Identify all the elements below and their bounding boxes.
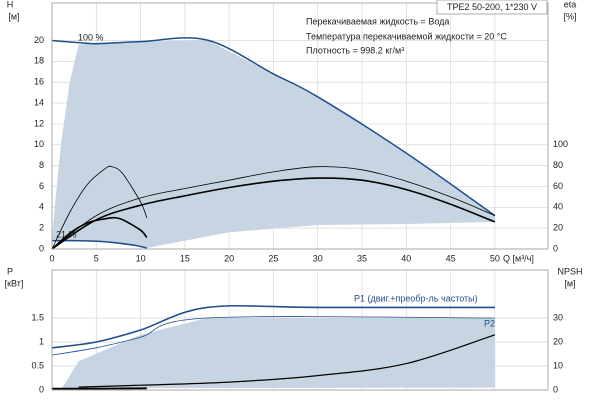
annotation: 100 %	[78, 32, 104, 42]
curve	[78, 334, 496, 388]
operating-area	[60, 318, 495, 390]
series-label: P2	[484, 318, 495, 328]
curve	[51, 177, 496, 250]
y-tick-label: 10	[34, 139, 44, 149]
y-tick-label: 1.5	[31, 312, 44, 322]
chart-title: TPE2 50-200, 1*230 V	[447, 2, 537, 12]
curve	[51, 239, 147, 249]
y-tick-label: 6	[39, 181, 44, 191]
x-tick-label: 30	[313, 253, 323, 263]
y-tick-label: 4	[39, 202, 44, 212]
series-label: P1 (двиг.+преобр-ль частоты)	[354, 293, 478, 303]
y-tick-label: 1	[39, 336, 44, 346]
y-tick-label: 12	[34, 118, 44, 128]
y-axis-label: P	[7, 266, 13, 276]
y-tick-label: 0	[39, 384, 44, 394]
y-tick-label: 16	[34, 77, 44, 87]
y2-tick-label: 40	[553, 202, 563, 212]
curve	[51, 304, 495, 349]
y2-tick-label: 30	[553, 312, 563, 322]
x-tick-label: 5	[94, 253, 99, 263]
plot-frame	[51, 269, 549, 391]
y-tick-label: 0	[39, 243, 44, 253]
y2-axis-label: eta	[564, 0, 577, 9]
y2-axis-label: NPSH	[557, 266, 582, 276]
x-tick-label: 35	[357, 253, 367, 263]
curve	[51, 216, 148, 250]
annotation: Плотность = 998.2 кг/м³	[306, 45, 404, 55]
y-axis-unit: [кВт]	[5, 278, 24, 288]
y2-tick-label: 20	[553, 223, 563, 233]
y-tick-label: 2	[39, 223, 44, 233]
x-tick-label: 50	[490, 253, 500, 263]
operating-area	[52, 40, 495, 248]
plot-frame	[51, 2, 549, 250]
annotation: 21 %	[56, 229, 77, 239]
title-box	[436, 0, 548, 15]
x-axis-label: Q [м³/ч]	[503, 253, 534, 263]
y-tick-label: 8	[39, 160, 44, 170]
x-tick-label: 15	[180, 253, 190, 263]
y-tick-label: 18	[34, 56, 44, 66]
x-tick-label: 45	[446, 253, 456, 263]
y2-tick-label: 60	[553, 181, 563, 191]
y2-tick-label: 80	[553, 160, 563, 170]
y2-tick-label: 100	[553, 139, 568, 149]
curve	[51, 165, 148, 250]
x-tick-label: 0	[49, 253, 54, 263]
y-axis-unit: [м]	[8, 11, 19, 21]
curve	[51, 166, 496, 250]
y2-tick-label: 10	[553, 360, 563, 370]
y2-tick-label: 0	[553, 243, 558, 253]
curve	[51, 316, 495, 356]
y2-axis-unit: [%]	[563, 11, 576, 21]
curve	[51, 37, 496, 217]
y2-tick-label: 0	[553, 384, 558, 394]
y-axis-label: H	[7, 0, 14, 9]
y2-axis-unit: [м]	[564, 278, 575, 288]
annotation: Температура перекачиваемой жидкости = 20…	[306, 31, 507, 41]
y-tick-label: 0.5	[31, 360, 44, 370]
y-tick-label: 14	[34, 97, 44, 107]
x-tick-label: 40	[401, 253, 411, 263]
x-tick-label: 10	[136, 253, 146, 263]
annotation: Перекачиваемая жидкость = Вода	[306, 16, 449, 26]
y2-tick-label: 20	[553, 336, 563, 346]
x-tick-label: 25	[268, 253, 278, 263]
x-tick-label: 20	[224, 253, 234, 263]
y-tick-label: 20	[34, 35, 44, 45]
